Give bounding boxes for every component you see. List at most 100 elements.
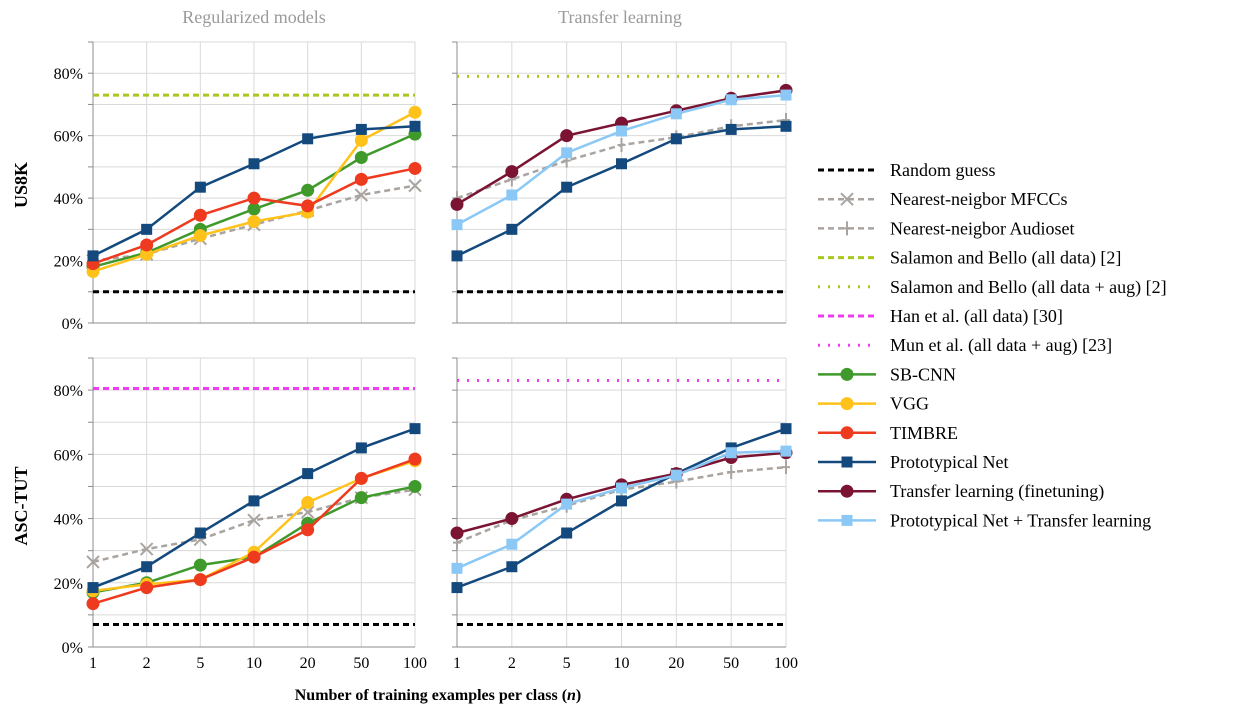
data-point-transfer <box>450 526 464 540</box>
data-point-timbre <box>408 161 422 175</box>
x-tick-label: 2 <box>143 655 151 672</box>
data-point-proto <box>355 442 367 454</box>
legend-item-proto_transfer: Prototypical Net + Transfer learning <box>818 510 1151 530</box>
legend-label: Prototypical Net + Transfer learning <box>890 510 1151 530</box>
data-point-nn_audioset <box>727 464 736 479</box>
data-point-sbcnn <box>354 151 368 165</box>
data-point-vgg <box>408 105 422 119</box>
data-point-proto_transfer <box>780 89 792 101</box>
data-point-proto <box>141 223 153 235</box>
x-tick-label: 1 <box>89 655 97 672</box>
y-tick-label: 20% <box>54 254 83 271</box>
legend-item-proto: Prototypical Net <box>818 452 1008 472</box>
x-tick-label: 100 <box>774 655 798 672</box>
legend-item-mun: Mun et al. (all data + aug) [23] <box>818 335 1112 356</box>
data-point-proto <box>194 181 206 193</box>
data-point-nn_audioset <box>617 138 626 153</box>
data-point-vgg <box>247 215 261 229</box>
data-point-proto <box>506 561 518 573</box>
legend-item-nn_mfcc: Nearest-neigbor MFCCs <box>818 189 1067 209</box>
data-point-proto_transfer <box>506 538 518 550</box>
data-point-transfer <box>505 512 519 526</box>
data-point-sbcnn <box>247 202 261 216</box>
data-point-vgg <box>301 496 315 509</box>
data-point-proto <box>87 250 99 262</box>
data-point-proto_transfer <box>780 445 792 457</box>
legend-label: Nearest-neigbor MFCCs <box>890 189 1067 209</box>
legend-label: Random guess <box>890 160 996 180</box>
data-point-timbre <box>140 581 154 595</box>
legend-label: Prototypical Net <box>890 452 1008 472</box>
data-point-proto <box>725 123 737 135</box>
data-point-proto <box>355 123 367 135</box>
data-point-nn_mfcc <box>300 505 315 519</box>
data-point-proto <box>670 133 682 145</box>
data-point-nn_mfcc <box>139 542 154 556</box>
series-timbre <box>86 452 422 611</box>
x-tick-label: 20 <box>668 655 684 672</box>
data-point-nn_mfcc <box>408 178 422 193</box>
series-proto <box>451 120 792 262</box>
legend-swatch-marker <box>840 484 854 498</box>
x-tick-label: 10 <box>246 655 262 672</box>
x-axis-title-prefix: Number of training examples per class ( <box>295 687 567 704</box>
legend-swatch-marker <box>840 192 854 206</box>
column-title-transfer: Transfer learning <box>558 7 682 27</box>
legend-label: VGG <box>890 394 929 414</box>
data-point-timbre <box>247 550 261 564</box>
data-point-proto_transfer <box>616 482 627 494</box>
y-tick-label: 20% <box>54 576 83 593</box>
data-point-nn_mfcc <box>86 555 100 569</box>
data-point-proto_transfer <box>725 447 737 459</box>
data-point-proto <box>780 120 792 132</box>
data-point-proto_transfer <box>616 125 627 137</box>
panel-us8k-transfer <box>450 41 793 324</box>
y-tick-label: 0% <box>62 316 83 333</box>
data-point-proto_transfer <box>451 562 463 574</box>
chart-panels: 0%20%40%60%80%0%20%40%60%80%1 2 5 10 20 50 100… <box>54 41 798 672</box>
data-point-transfer <box>450 197 464 211</box>
legend-item-timbre: TIMBRE <box>818 423 958 443</box>
legend-item-vgg: VGG <box>818 394 929 414</box>
data-point-proto <box>302 468 314 480</box>
data-point-proto <box>248 158 260 170</box>
data-point-proto <box>616 495 627 507</box>
x-tick-label: 20 <box>300 655 316 672</box>
data-point-proto_transfer <box>561 498 573 510</box>
data-point-timbre <box>408 452 422 466</box>
x-tick-label: 1 <box>453 655 461 672</box>
data-point-proto <box>616 158 627 170</box>
legend-label: Salamon and Bello (all data) [2] <box>890 248 1121 269</box>
data-point-vgg <box>354 133 368 147</box>
legend-label: SB-CNN <box>890 364 956 384</box>
legend-swatch-marker <box>843 221 851 236</box>
data-point-transfer <box>560 129 574 143</box>
data-point-timbre <box>301 523 315 537</box>
data-point-proto <box>87 582 99 594</box>
x-axis-title-suffix: ) <box>576 687 581 704</box>
data-point-vgg <box>193 229 207 243</box>
data-point-nn_mfcc <box>247 513 261 527</box>
data-point-proto_transfer <box>670 108 682 120</box>
column-title-regularized: Regularized models <box>182 7 325 27</box>
data-point-proto <box>561 181 573 193</box>
legend: Random guess Nearest-neigbor MFCCs Nearest… <box>818 160 1167 530</box>
data-point-sbcnn <box>301 183 315 197</box>
legend-label: Transfer learning (finetuning) <box>890 481 1104 502</box>
y-tick-label: 80% <box>54 66 83 83</box>
x-tick-label: 100 <box>403 655 427 672</box>
legend-label: Salamon and Bello (all data + aug) [2] <box>890 277 1167 298</box>
data-point-proto <box>409 423 421 435</box>
data-point-timbre <box>193 573 207 587</box>
x-tick-label: 10 <box>614 655 630 672</box>
data-point-proto <box>409 120 421 132</box>
data-point-timbre <box>301 199 315 213</box>
data-point-timbre <box>86 597 100 611</box>
panel-asc-tut-regularized: 0% 20% 40% 60% 80% 1 2 5 10 20 50 100 <box>54 357 427 672</box>
legend-item-random: Random guess <box>818 160 996 180</box>
legend-item-sbcnn: SB-CNN <box>818 364 956 384</box>
data-point-proto <box>561 527 573 539</box>
x-axis-title-variable: n <box>567 687 576 704</box>
legend-item-nn_audioset: Nearest-neigbor Audioset <box>818 218 1074 238</box>
data-point-timbre <box>354 471 368 485</box>
